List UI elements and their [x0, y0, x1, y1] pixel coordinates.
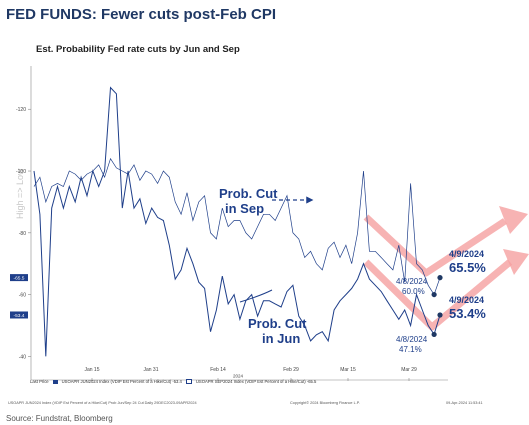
- x-tick-label: Mar 15: [340, 367, 356, 373]
- trend-arrow-lower: [363, 259, 513, 331]
- sep-point-marker: [437, 275, 443, 281]
- last-value-label: -65.5: [14, 275, 25, 281]
- annotation-date: 4/8/2024: [396, 277, 428, 286]
- annotation-sep-0409: 4/9/2024 65.5%: [449, 248, 486, 276]
- sep-point-marker: [431, 291, 437, 298]
- trend-arrow-upper-head: [499, 206, 528, 234]
- x-sub-label: 2024: [233, 374, 244, 379]
- page-title: FED FUNDS: Fewer cuts post-Feb CPI: [6, 6, 277, 23]
- y-tick-label: -100: [16, 169, 26, 175]
- footer-index-line: USOAPR JUN2024 Index (VDIP Est Percent o…: [8, 401, 197, 405]
- footer-copyright: Copyright© 2024 Bloomberg Finance L.P.: [290, 401, 360, 405]
- jun-annotation: Prob. Cut in Jun: [248, 316, 307, 346]
- series-line-jun: [33, 86, 441, 357]
- annotation-jun-0409: 4/9/2024 53.4%: [449, 294, 486, 322]
- legend-swatch-sep: [185, 379, 192, 384]
- jun-point-marker: [437, 312, 443, 318]
- legend-entry-sep: USOAPR SEP2024 Index (VDIP Est Percent o…: [195, 379, 317, 384]
- sep-annotation: Prob. Cut in Sep: [219, 186, 278, 216]
- source-note: Source: Fundstrat, Bloomberg: [6, 414, 113, 423]
- annotation-value: 47.1%: [399, 345, 422, 354]
- legend-entry-jun: USOAPR JUN2024 Index (VDIP Est Percent o…: [61, 379, 182, 384]
- sep-annotation-line1: Prob. Cut: [219, 186, 278, 201]
- x-tick-label: Jan 15: [84, 367, 99, 373]
- jun-annotation-line2: in Jun: [262, 331, 301, 346]
- y-tick-label: -60: [19, 293, 26, 299]
- trend-arrow-upper: [363, 214, 507, 277]
- last-value-tag: [10, 311, 28, 319]
- annotation-jun-0408: 4/8/2024 47.1%: [396, 335, 427, 355]
- jun-callout-line: [239, 289, 273, 303]
- trend-arrows: [363, 206, 529, 331]
- sep-annotation-line2: in Sep: [225, 201, 265, 216]
- legend-swatch-jun: [52, 379, 58, 384]
- legend: Last Price USOAPR JUN2024 Index (VDIP Es…: [30, 379, 316, 384]
- annotation-date: 4/8/2024: [396, 335, 428, 344]
- y-tick-label: -120: [16, 107, 26, 113]
- annotation-date: 4/9/2024: [449, 249, 485, 259]
- x-tick-label: Jan 31: [143, 367, 158, 373]
- y-tick-label: -40: [19, 354, 26, 360]
- x-tick-label: Mar 29: [401, 367, 417, 373]
- annotation-date: 4/9/2024: [449, 295, 485, 305]
- annotation-value: 60.0%: [402, 287, 425, 296]
- series-line-sep: [33, 157, 441, 296]
- annotation-value: 65.5%: [449, 260, 486, 275]
- last-value-tag: [10, 274, 28, 282]
- annotation-sep-0408: 4/8/2024 60.0%: [396, 277, 427, 297]
- x-tick-label: Feb 29: [283, 367, 299, 373]
- chart-title: Est. Probability Fed rate cuts by Jun an…: [36, 44, 240, 55]
- jun-annotation-line1: Prob. Cut: [248, 316, 307, 331]
- legend-last-price: Last Price: [30, 379, 49, 384]
- annotation-value: 53.4%: [449, 306, 486, 321]
- jun-point-marker: [431, 331, 437, 338]
- y-tick-label: -80: [19, 231, 26, 237]
- footer-timestamp: 09-Apr-2024 11:53:41: [446, 401, 483, 405]
- last-value-label: -53.4: [14, 313, 25, 319]
- x-tick-label: Feb 14: [210, 367, 226, 373]
- trend-arrow-lower-head: [503, 249, 529, 275]
